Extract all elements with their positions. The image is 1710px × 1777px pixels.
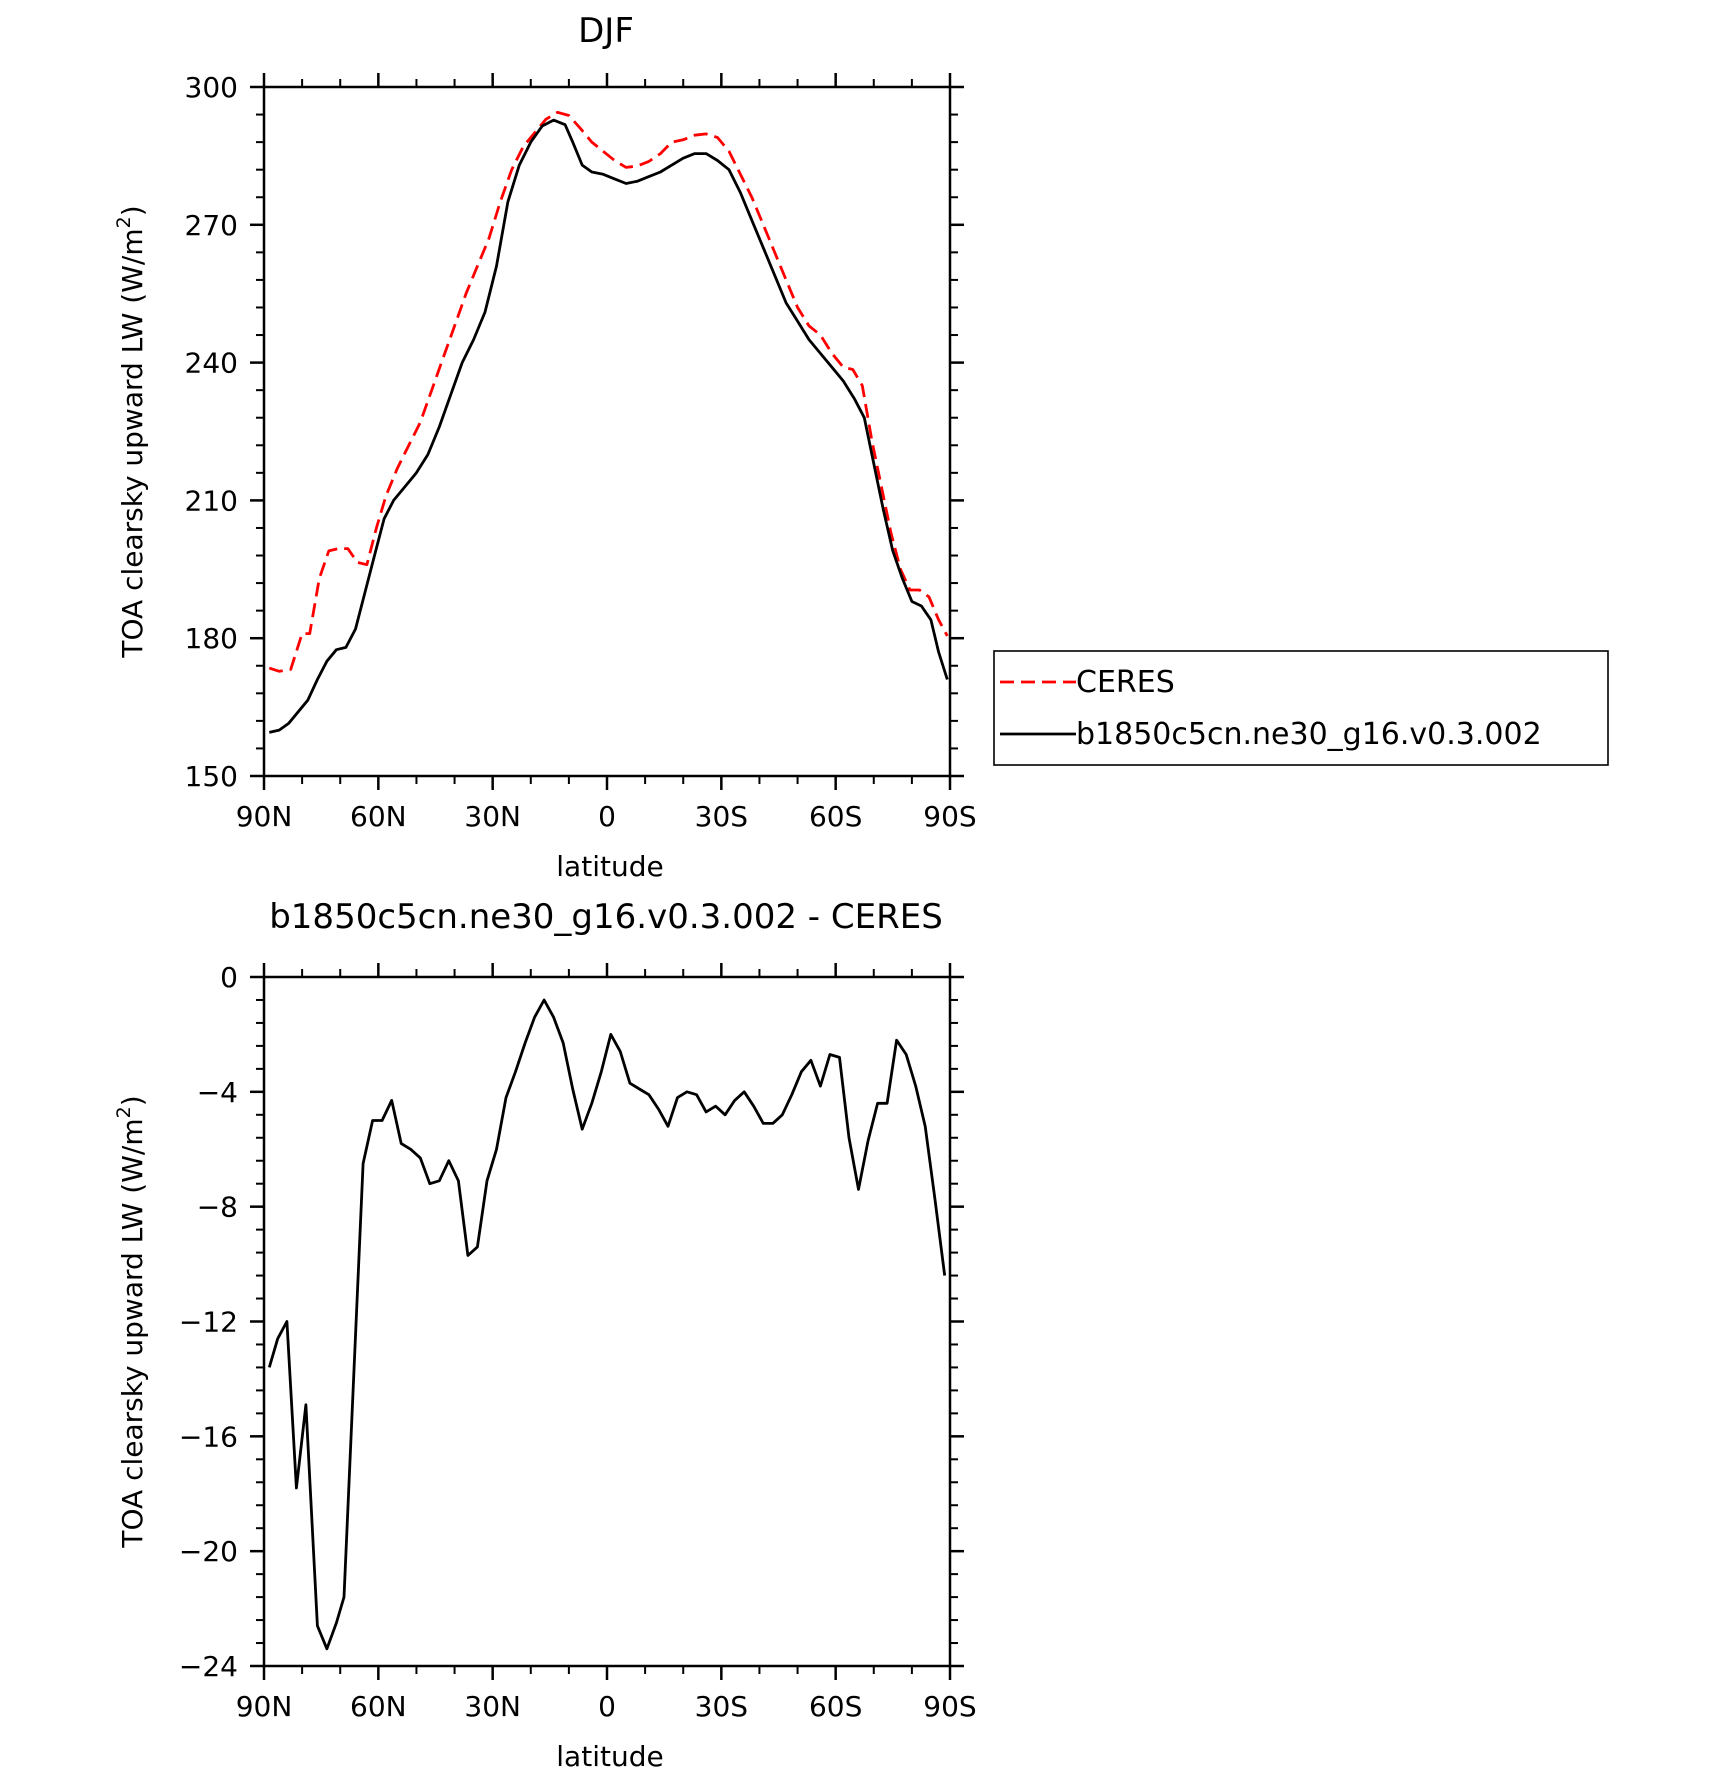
- series-line-b1850c5cn-ne30-g16-v0-3-002: [268, 118, 949, 734]
- y-axis-label: TOA clearsky upward LW (W/m2): [113, 1095, 149, 1548]
- legend: CERES b1850c5cn.ne30_g16.v0.3.002: [993, 650, 1609, 766]
- y-axis-label-main: TOA clearsky upward LW (W/m: [116, 228, 149, 658]
- y-tick-label: 300: [185, 71, 238, 104]
- x-tick-label: 30N: [464, 1690, 521, 1723]
- y-tick-label: −4: [197, 1076, 238, 1109]
- x-tick-label: 60S: [809, 1690, 862, 1723]
- plot-frame: [262, 975, 952, 1668]
- y-tick-label: 180: [185, 622, 238, 655]
- x-tick-label: 90N: [236, 800, 293, 833]
- x-tick-label: 0: [598, 800, 616, 833]
- y-axis-label-tail: ): [116, 1095, 149, 1106]
- x-tick-label: 0: [598, 1690, 616, 1723]
- y-axis-label-main: TOA clearsky upward LW (W/m: [116, 1118, 149, 1548]
- y-axis-label-tail: ): [116, 205, 149, 216]
- series-line-ceres: [268, 110, 949, 673]
- y-tick-label: 0: [220, 961, 238, 994]
- x-tick-label: 60N: [350, 800, 407, 833]
- y-axis-label-superscript: 2: [113, 1106, 135, 1118]
- x-tick-label: 30S: [695, 800, 748, 833]
- series-line-difference: [267, 998, 947, 1651]
- chart-title: b1850c5cn.ne30_g16.v0.3.002 - CERES: [269, 897, 943, 937]
- y-tick-label: −20: [179, 1535, 238, 1568]
- y-tick-label: −12: [179, 1306, 238, 1339]
- y-tick-label: 150: [185, 760, 238, 793]
- y-tick-label: −8: [197, 1191, 238, 1224]
- x-tick-label: 90S: [923, 1690, 976, 1723]
- y-tick-label: 270: [185, 209, 238, 242]
- x-axis-label: latitude: [556, 1740, 663, 1773]
- y-axis-label-superscript: 2: [113, 216, 135, 228]
- x-tick-label: 60S: [809, 800, 862, 833]
- y-tick-label: −16: [179, 1420, 238, 1453]
- plot-frame: [262, 85, 952, 778]
- legend-label: CERES: [1076, 665, 1175, 700]
- x-tick-label: 90S: [923, 800, 976, 833]
- bottom-panel-difference: b1850c5cn.ne30_g16.v0.3.002 - CERES 90N 60…: [113, 897, 977, 1773]
- x-tick-label: 30S: [695, 1690, 748, 1723]
- y-tick-label: 240: [185, 347, 238, 380]
- legend-label: b1850c5cn.ne30_g16.v0.3.002: [1076, 717, 1542, 752]
- x-tick-label: 90N: [236, 1690, 293, 1723]
- x-tick-label: 30N: [464, 800, 521, 833]
- legend-box: [993, 650, 1609, 766]
- y-axis-label: TOA clearsky upward LW (W/m2): [113, 205, 149, 658]
- y-tick-label: 210: [185, 484, 238, 517]
- x-tick-label: 60N: [350, 1690, 407, 1723]
- x-axis-label: latitude: [556, 850, 663, 883]
- chart-title: DJF: [578, 11, 634, 51]
- y-tick-label: −24: [179, 1650, 238, 1683]
- top-panel-djf: DJF 90N 60N 30N 0 30S 60S 90S 150 180 210 240 270 300…: [113, 11, 1609, 883]
